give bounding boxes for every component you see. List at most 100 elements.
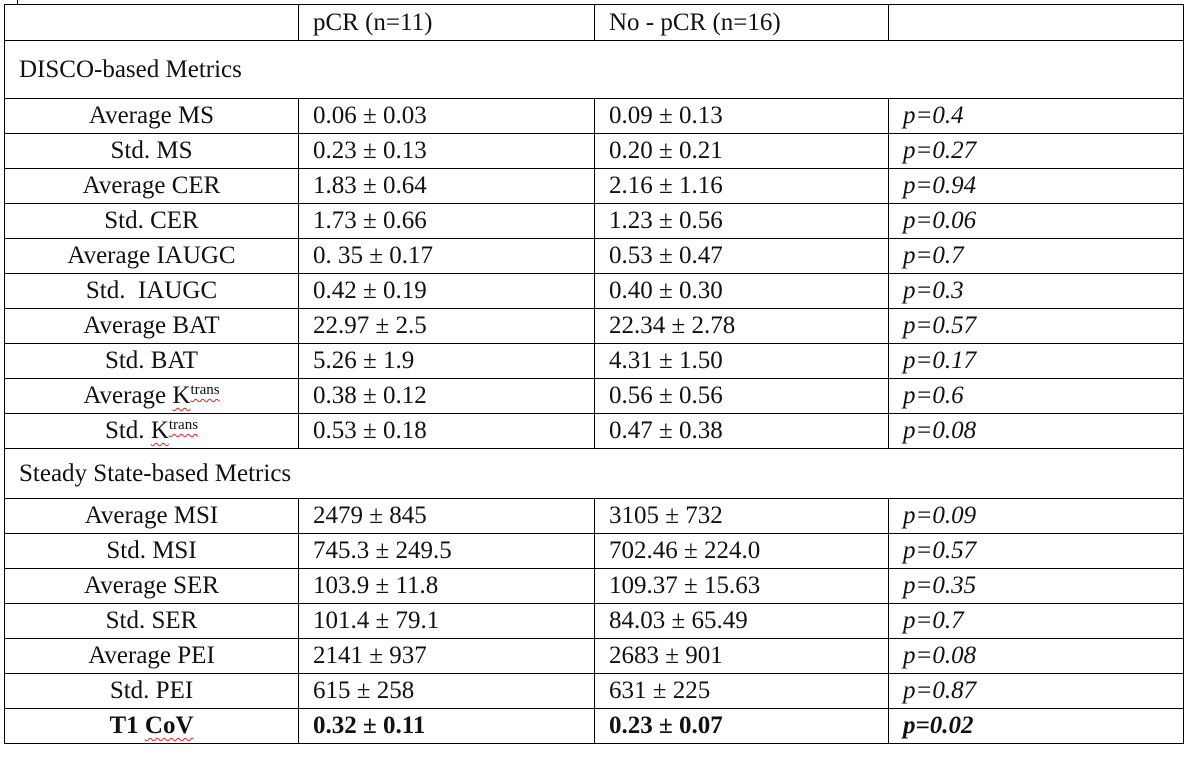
header-empty-cell [888, 4, 1184, 41]
p-value-cell: p=0.35 [888, 568, 1184, 604]
pcr-cell: 745.3 ± 249.5 [298, 533, 595, 569]
metric-cell: Average MS [4, 98, 299, 134]
metric-label-part: CoV [144, 712, 194, 739]
data-row: Std. MSI 745.3 ± 249.5 702.46 ± 224.0 p=0.5… [4, 533, 1184, 569]
no-pcr-cell: 3105 ± 732 [594, 498, 889, 534]
no-pcr-cell: 631 ± 225 [594, 673, 889, 709]
pcr-cell: 0.06 ± 0.03 [298, 98, 595, 134]
pcr-cell: 1.83 ± 0.64 [298, 168, 595, 204]
no-pcr-cell: 2683 ± 901 [594, 638, 889, 674]
p-value-cell: p=0.7 [888, 603, 1184, 639]
metric-label: Std. MS [110, 137, 193, 164]
metric-label: Std. CER [104, 207, 199, 234]
data-row: T1 CoV 0.32 ± 0.11 0.23 ± 0.07 p=0.02 [4, 708, 1184, 744]
metric-label: Average PEI [88, 642, 215, 669]
no-pcr-cell: 0.09 ± 0.13 [594, 98, 889, 134]
data-row: Average MS 0.06 ± 0.03 0.09 ± 0.13 p=0.4 [4, 98, 1184, 134]
results-table: pCR (n=11) No - pCR (n=16) DISCO-based M… [4, 4, 1184, 744]
p-value-cell: p=0.02 [888, 708, 1184, 744]
p-value-cell: p=0.27 [888, 133, 1184, 169]
p-value-cell: p=0.4 [888, 98, 1184, 134]
metric-label: Average CER [82, 172, 221, 199]
p-value-cell: p=0.17 [888, 343, 1184, 379]
metric-cell: Std. MS [4, 133, 299, 169]
pcr-cell: 0.42 ± 0.19 [298, 273, 595, 309]
no-pcr-cell: 22.34 ± 2.78 [594, 308, 889, 344]
metric-cell: Std. IAUGC [4, 273, 299, 309]
data-row: Std. BAT 5.26 ± 1.9 4.31 ± 1.50 p=0.17 [4, 343, 1184, 379]
pcr-cell: 5.26 ± 1.9 [298, 343, 595, 379]
no-pcr-cell: 2.16 ± 1.16 [594, 168, 889, 204]
metric-cell: Std. BAT [4, 343, 299, 379]
data-row: Average BAT 22.97 ± 2.5 22.34 ± 2.78 p=0.57 [4, 308, 1184, 344]
metric-label: Average K [83, 382, 191, 409]
p-value-cell: p=0.08 [888, 638, 1184, 674]
metric-cell: Average IAUGC [4, 238, 299, 274]
metric-cell: Std. MSI [4, 533, 299, 569]
pcr-cell: 101.4 ± 79.1 [298, 603, 595, 639]
metric-cell: Std. PEI [4, 673, 299, 709]
metric-label: Std. MSI [106, 537, 197, 564]
metric-cell: Average SER [4, 568, 299, 604]
section-title: Steady State-based Metrics [4, 448, 1184, 499]
pcr-cell: 0.32 ± 0.11 [298, 708, 595, 744]
header-cell: pCR (n=11) [298, 4, 595, 41]
p-value-cell: p=0.08 [888, 413, 1184, 449]
p-value-cell: p=0.57 [888, 308, 1184, 344]
header-empty-cell [4, 4, 299, 41]
pcr-cell: 0.53 ± 0.18 [298, 413, 595, 449]
data-row: Average CER 1.83 ± 0.64 2.16 ± 1.16 p=0.94 [4, 168, 1184, 204]
data-row: Std. MS 0.23 ± 0.13 0.20 ± 0.21 p=0.27 [4, 133, 1184, 169]
pcr-cell: 615 ± 258 [298, 673, 595, 709]
section-row: DISCO-based Metrics [4, 40, 1184, 99]
metric-cell: Average CER [4, 168, 299, 204]
no-pcr-cell: 109.37 ± 15.63 [594, 568, 889, 604]
data-row: Average IAUGC 0. 35 ± 0.17 0.53 ± 0.47 p=0.… [4, 238, 1184, 274]
metric-label: Average MS [88, 102, 215, 129]
metric-cell: Std. CER [4, 203, 299, 239]
section-row: Steady State-based Metrics [4, 448, 1184, 499]
pcr-cell: 1.73 ± 0.66 [298, 203, 595, 239]
p-value-cell: p=0.6 [888, 378, 1184, 414]
p-value-cell: p=0.57 [888, 533, 1184, 569]
p-value-cell: p=0.09 [888, 498, 1184, 534]
metric-label-part: K [172, 382, 191, 409]
data-row: Average MSI 2479 ± 845 3105 ± 732 p=0.09 [4, 498, 1184, 534]
pcr-cell: 2141 ± 937 [298, 638, 595, 674]
metric-superscript: trans [190, 382, 220, 398]
metric-label: Std. PEI [109, 677, 194, 704]
metric-cell: Std. Ktrans [4, 413, 299, 449]
no-pcr-cell: 0.23 ± 0.07 [594, 708, 889, 744]
data-row: Std. PEI 615 ± 258 631 ± 225 p=0.87 [4, 673, 1184, 709]
data-row: Std. Ktrans 0.53 ± 0.18 0.47 ± 0.38 p=0.08 [4, 413, 1184, 449]
data-row: Average SER 103.9 ± 11.8 109.37 ± 15.63 p=0… [4, 568, 1184, 604]
metric-label: Average SER [84, 572, 219, 599]
metric-label: Average IAUGC [67, 242, 236, 269]
p-value-cell: p=0.06 [888, 203, 1184, 239]
no-pcr-cell: 0.20 ± 0.21 [594, 133, 889, 169]
no-pcr-cell: 4.31 ± 1.50 [594, 343, 889, 379]
metric-superscript: trans [168, 417, 199, 433]
data-row: Average Ktrans 0.38 ± 0.12 0.56 ± 0.56 p=0.… [4, 378, 1184, 414]
p-value-cell: p=0.87 [888, 673, 1184, 709]
metric-label: Std. IAUGC [85, 277, 218, 304]
header-cell: No - pCR (n=16) [594, 4, 889, 41]
no-pcr-cell: 0.56 ± 0.56 [594, 378, 889, 414]
pcr-cell: 22.97 ± 2.5 [298, 308, 595, 344]
pcr-cell: 103.9 ± 11.8 [298, 568, 595, 604]
metric-cell: Average Ktrans [4, 378, 299, 414]
metric-label: Average MSI [84, 502, 219, 529]
no-pcr-cell: 0.47 ± 0.38 [594, 413, 889, 449]
data-row: Average PEI 2141 ± 937 2683 ± 901 p=0.08 [4, 638, 1184, 674]
pcr-cell: 0.38 ± 0.12 [298, 378, 595, 414]
pcr-cell: 2479 ± 845 [298, 498, 595, 534]
no-pcr-cell: 1.23 ± 0.56 [594, 203, 889, 239]
data-row: Std. CER 1.73 ± 0.66 1.23 ± 0.56 p=0.06 [4, 203, 1184, 239]
data-row: Std. SER 101.4 ± 79.1 84.03 ± 65.49 p=0.7 [4, 603, 1184, 639]
pcr-cell: 0.23 ± 0.13 [298, 133, 595, 169]
no-pcr-cell: 0.40 ± 0.30 [594, 273, 889, 309]
section-title: DISCO-based Metrics [4, 40, 1184, 99]
metric-cell: Std. SER [4, 603, 299, 639]
header-row: pCR (n=11) No - pCR (n=16) [4, 4, 1184, 41]
